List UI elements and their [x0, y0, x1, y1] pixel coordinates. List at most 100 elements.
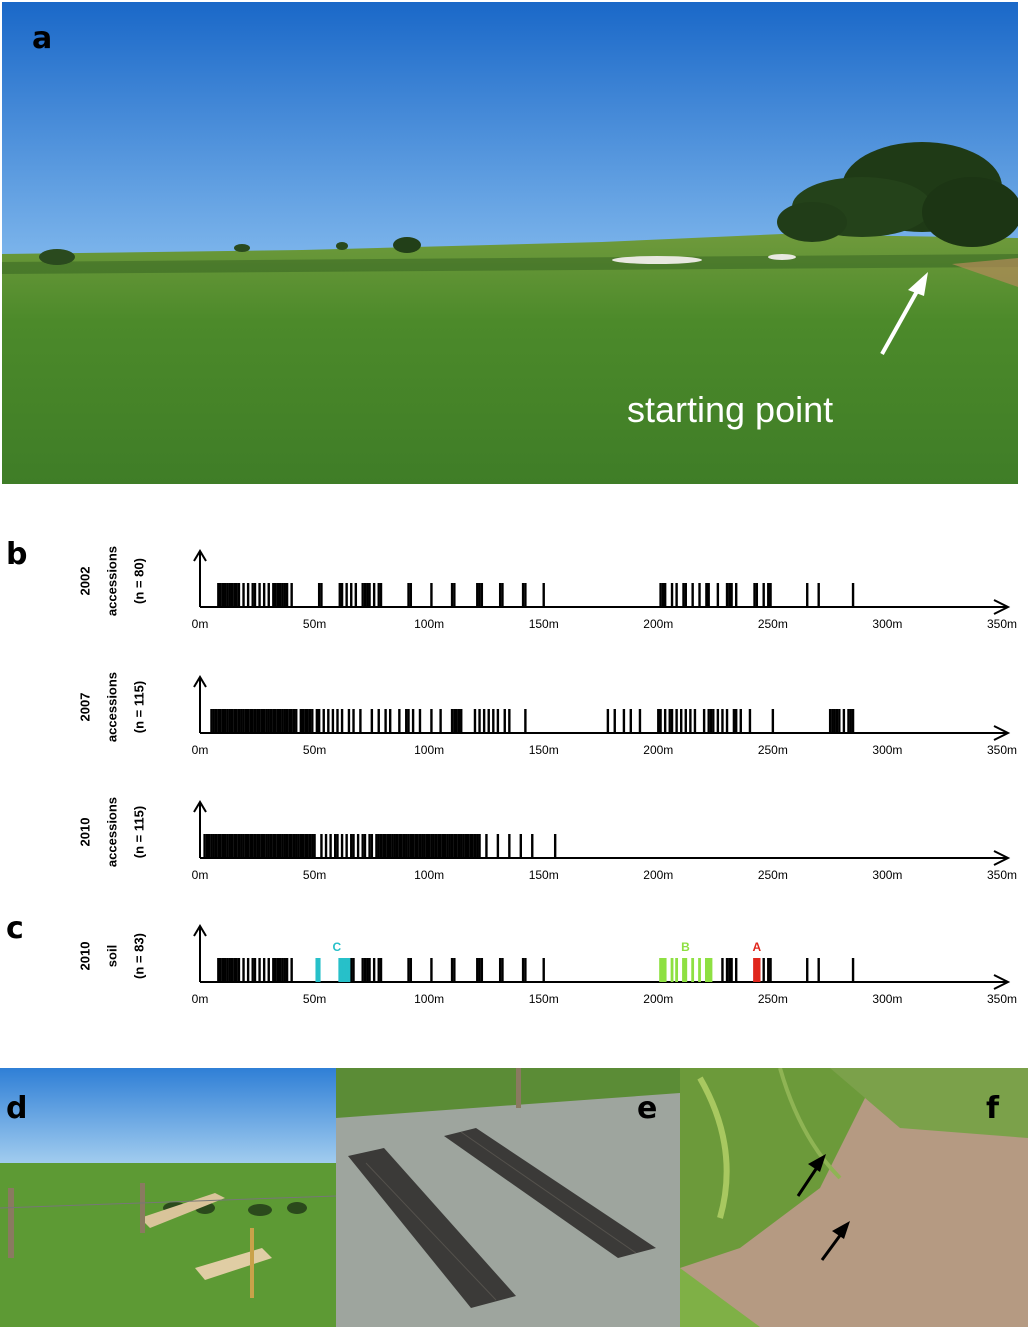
position-mark	[771, 709, 775, 733]
position-mark	[281, 834, 284, 858]
position-mark	[613, 709, 616, 733]
position-mark	[320, 834, 323, 858]
row-sample-label: accessions	[104, 546, 119, 616]
position-mark	[430, 958, 433, 982]
position-mark	[437, 834, 440, 858]
position-mark	[267, 583, 270, 607]
position-mark	[340, 834, 344, 858]
position-mark	[372, 958, 376, 982]
position-mark	[476, 834, 479, 858]
position-mark	[304, 709, 307, 733]
position-mark	[734, 709, 738, 733]
position-mark	[391, 834, 394, 858]
position-strip-charts: 0m 50m 100m 150m 200m 250m 300m 350m 2002 accessi…	[0, 490, 1028, 1050]
position-mark	[432, 834, 435, 858]
position-mark	[732, 709, 736, 733]
position-mark	[453, 583, 456, 607]
position-mark	[288, 709, 291, 733]
group-label-B: B	[681, 940, 690, 954]
position-mark	[212, 709, 215, 733]
position-mark	[707, 583, 710, 607]
row-n-label: (n = 115)	[131, 681, 146, 733]
position-mark	[295, 834, 298, 858]
position-mark	[702, 709, 706, 733]
position-mark	[425, 834, 429, 858]
position-mark	[730, 583, 733, 607]
field-photo: starting point	[2, 2, 1018, 484]
position-mark	[274, 958, 277, 982]
position-mark	[659, 583, 662, 607]
position-mark	[393, 834, 396, 858]
position-mark	[407, 709, 410, 733]
panel-label-c: c	[6, 911, 24, 946]
position-mark	[267, 709, 270, 733]
position-mark-B	[707, 958, 711, 982]
x-tick-label: 200m	[643, 617, 673, 631]
position-mark	[769, 958, 772, 982]
position-mark	[235, 834, 238, 858]
position-mark	[450, 709, 454, 733]
panel-label-f: f	[986, 1091, 1000, 1126]
position-mark	[283, 958, 286, 982]
position-mark	[725, 958, 729, 982]
position-mark	[728, 583, 731, 607]
position-mark	[379, 834, 383, 858]
position-mark	[226, 834, 229, 858]
y-axis-arrow	[193, 549, 207, 562]
position-mark	[224, 709, 227, 733]
position-mark	[478, 834, 481, 858]
position-mark	[370, 709, 374, 733]
position-mark	[730, 958, 733, 982]
position-mark	[464, 834, 468, 858]
position-mark	[762, 583, 765, 607]
position-mark	[274, 834, 277, 858]
position-mark	[249, 709, 252, 733]
position-mark	[478, 958, 481, 982]
position-mark	[716, 583, 720, 607]
x-tick-label: 350m	[987, 743, 1017, 757]
position-mark	[842, 709, 846, 733]
position-mark	[705, 583, 708, 607]
x-axis-arrow	[993, 850, 1011, 866]
position-mark	[210, 709, 213, 733]
position-mark	[345, 834, 348, 858]
position-mark	[709, 709, 713, 733]
position-mark	[317, 709, 321, 733]
position-mark	[301, 709, 305, 733]
position-mark	[230, 834, 234, 858]
position-mark	[379, 583, 383, 607]
position-mark	[368, 958, 371, 982]
position-mark	[331, 709, 335, 733]
x-tick-label: 150m	[529, 743, 559, 757]
position-mark	[407, 583, 410, 607]
group-label-A: A	[752, 940, 761, 954]
position-mark	[430, 834, 433, 858]
position-mark	[244, 709, 248, 733]
position-mark	[384, 834, 387, 858]
x-tick-label: 100m	[414, 743, 444, 757]
group-label-C: C	[332, 940, 341, 954]
position-mark	[542, 583, 545, 607]
x-tick-label: 350m	[987, 992, 1017, 1006]
x-tick-label: 100m	[414, 868, 444, 882]
row-n-label: (n = 83)	[131, 933, 146, 979]
position-mark	[242, 834, 245, 858]
position-mark	[246, 834, 250, 858]
position-mark	[260, 709, 264, 733]
position-mark	[721, 709, 724, 733]
strip-chart-2010-accessions: 0m 50m 100m 150m 200m 250m 300m 350m 2010 accessi…	[77, 797, 1017, 882]
position-mark	[409, 958, 413, 982]
position-mark	[301, 834, 305, 858]
position-mark	[336, 709, 339, 733]
position-mark	[233, 709, 236, 733]
position-mark	[501, 958, 504, 982]
position-mark	[228, 709, 231, 733]
position-mark	[203, 834, 206, 858]
x-tick-label: 350m	[987, 617, 1017, 631]
x-tick-label: 300m	[872, 743, 902, 757]
position-mark	[352, 709, 355, 733]
position-mark	[253, 834, 257, 858]
row-year-label: 2010	[77, 818, 92, 847]
x-tick-label: 0m	[192, 743, 209, 757]
position-mark	[806, 583, 809, 607]
